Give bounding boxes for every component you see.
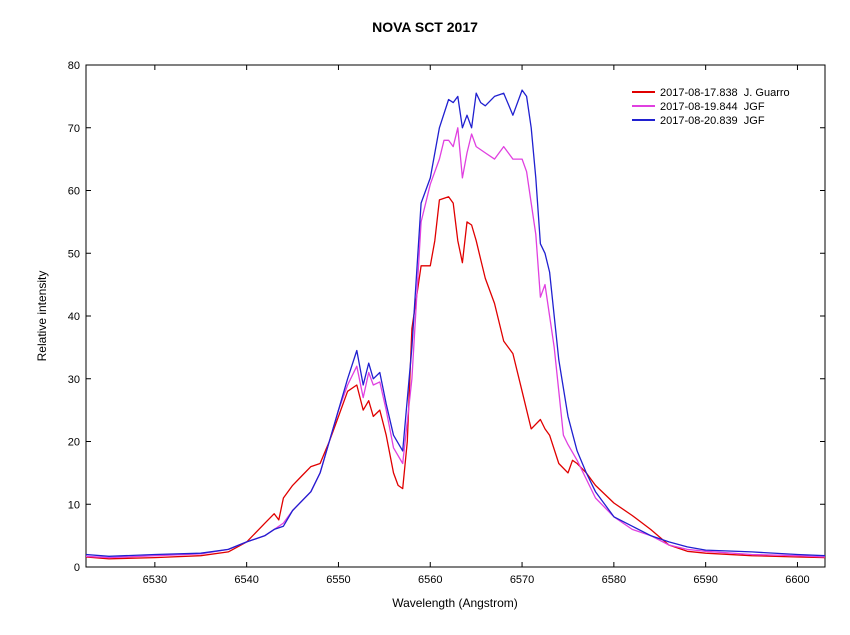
series-layer xyxy=(85,89,826,560)
y-tick-label: 40 xyxy=(68,311,80,323)
x-tick-label: 6580 xyxy=(602,574,626,586)
x-tick-label: 6550 xyxy=(326,574,350,586)
legend-label-2: 2017-08-19.844 JGF xyxy=(660,101,765,113)
x-tick-label: 6540 xyxy=(234,574,258,586)
x-tick-label: 6530 xyxy=(143,574,167,586)
y-tick-label: 80 xyxy=(68,60,80,72)
y-tick-label: 30 xyxy=(68,374,80,386)
y-tick-label: 10 xyxy=(68,499,80,511)
legend-label-1: 2017-08-17.838 J. Guarro xyxy=(660,87,790,99)
series-line-3 xyxy=(85,89,826,557)
x-tick-label: 6560 xyxy=(418,574,442,586)
plot-area xyxy=(85,64,826,568)
x-tick-label: 6600 xyxy=(785,574,809,586)
y-axis-label: Relative intensity xyxy=(35,271,49,362)
x-tick-label: 6590 xyxy=(693,574,717,586)
y-tick-label: 70 xyxy=(68,123,80,135)
chart-title: NOVA SCT 2017 xyxy=(372,19,478,35)
y-tick-label: 0 xyxy=(74,562,80,574)
x-axis-label: Wavelength (Angstrom) xyxy=(392,596,518,610)
y-tick-label: 20 xyxy=(68,437,80,449)
series-line-1 xyxy=(85,196,826,560)
y-tick-label: 50 xyxy=(68,248,80,260)
legend: 2017-08-17.838 J. Guarro 2017-08-19.844 J… xyxy=(632,87,790,127)
x-tick-label: 6570 xyxy=(510,574,534,586)
axis-ticks: 6530 6540 6550 6560 6570 6580 6590 6600 0 10 20 30 4… xyxy=(68,60,825,586)
y-tick-label: 60 xyxy=(68,186,80,198)
legend-label-3: 2017-08-20.839 JGF xyxy=(660,115,765,127)
